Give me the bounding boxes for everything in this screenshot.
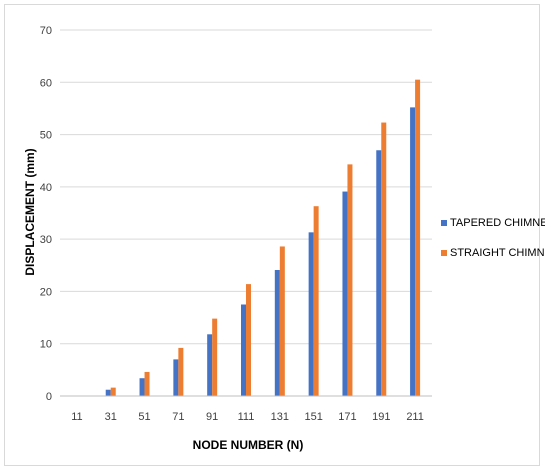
bar-tapered-71 [173, 359, 179, 396]
bar-straight-31 [110, 387, 116, 396]
x-tick-label-171: 171 [338, 411, 356, 423]
gridlines [60, 29, 432, 345]
y-axis-title: DISPLACEMENT (mm) [23, 148, 37, 275]
legend-swatch-straight [441, 250, 447, 256]
bar-straight-211 [415, 79, 421, 397]
chart-frame [4, 4, 540, 466]
x-tick-label-91: 91 [206, 411, 218, 423]
x-tick-label-71: 71 [172, 411, 184, 423]
y-tick-label-40: 40 [40, 182, 52, 194]
bar-straight-131 [279, 246, 285, 396]
bar-tapered-91 [207, 334, 213, 396]
x-tick-label-11: 11 [71, 411, 82, 423]
bar-straight-171 [347, 164, 353, 396]
y-tick-label-10: 10 [40, 339, 52, 351]
legend-swatch-tapered [441, 220, 447, 226]
y-tick-label-60: 60 [40, 77, 52, 89]
x-axis-title: NODE NUMBER (N) [193, 438, 304, 452]
bar-tapered-171 [342, 191, 348, 396]
legend: TAPERED CHIMNEY STRAIGHT CHIMNEY [441, 217, 545, 259]
bar-straight-111 [246, 284, 251, 396]
x-tick-label-191: 191 [372, 411, 390, 423]
bars [105, 79, 421, 397]
bar-tapered-131 [274, 269, 280, 396]
x-tick-label-211: 211 [406, 411, 424, 423]
x-tick-label-151: 151 [304, 411, 322, 423]
y-axis-ticks: 0 10 20 30 40 50 60 70 [40, 25, 52, 403]
bar-straight-91 [212, 318, 218, 396]
bar-straight-151 [313, 206, 319, 396]
y-tick-label-50: 50 [40, 130, 52, 142]
bar-tapered-191 [376, 150, 382, 396]
x-tick-label-51: 51 [138, 411, 150, 423]
y-tick-label-0: 0 [46, 391, 52, 403]
y-tick-label-70: 70 [40, 25, 52, 37]
bar-tapered-111 [241, 304, 246, 396]
y-tick-label-30: 30 [40, 234, 52, 246]
x-tick-label-111: 111 [238, 411, 255, 423]
bar-tapered-51 [139, 378, 145, 396]
bar-tapered-211 [410, 107, 416, 396]
bar-straight-51 [144, 371, 150, 396]
bar-straight-71 [178, 347, 184, 396]
bar-tapered-31 [105, 389, 111, 396]
x-axis-ticks: 11 31 51 71 91 111 131 151 171 191 211 [71, 411, 424, 423]
x-tick-label-31: 31 [105, 411, 117, 423]
x-tick-label-131: 131 [271, 411, 289, 423]
legend-label-tapered: TAPERED CHIMNEY [450, 217, 545, 229]
bar-tapered-151 [308, 232, 314, 396]
bar-straight-191 [381, 122, 387, 396]
y-tick-label-20: 20 [40, 286, 52, 298]
legend-label-straight: STRAIGHT CHIMNEY [450, 247, 545, 259]
